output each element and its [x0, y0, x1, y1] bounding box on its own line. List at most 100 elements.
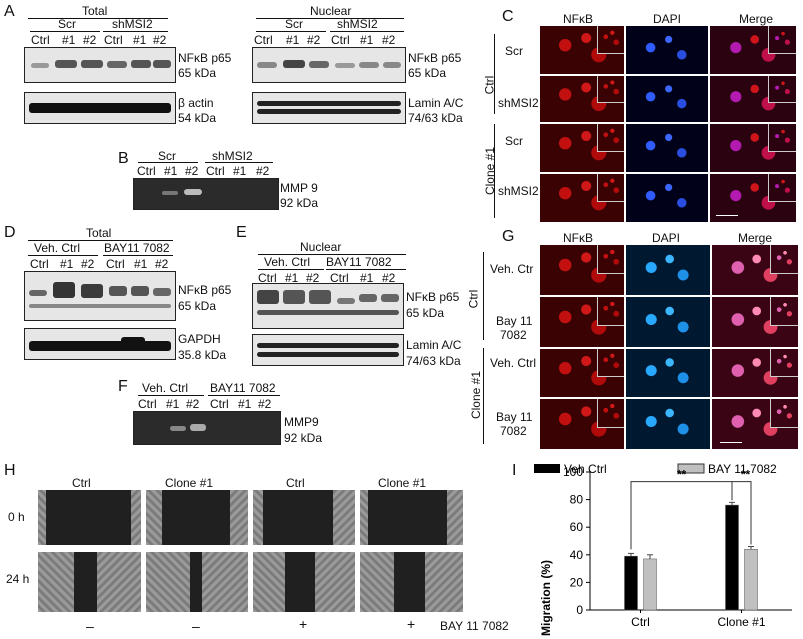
lane-1: #1 — [133, 33, 147, 47]
row-24h: 24 h — [6, 572, 30, 586]
lane-1: #1 — [286, 33, 300, 47]
header-scr: Scr — [58, 17, 76, 31]
micrograph — [626, 399, 710, 449]
lane-ctrl: Ctrl — [331, 33, 350, 47]
panel-label-i: I — [512, 462, 517, 479]
panel-label-h: H — [4, 462, 16, 479]
lane-2: #2 — [153, 33, 167, 47]
lane-ctrl: Ctrl — [30, 257, 49, 271]
col-dapi: DAPI — [653, 12, 682, 26]
row-group-ctrl: Ctrl — [482, 75, 497, 95]
lane-1: #1 — [60, 257, 74, 271]
bar — [744, 549, 758, 611]
legend-swatch-veh — [534, 464, 560, 473]
row-bay: Bay 11 — [496, 314, 533, 328]
micrograph — [626, 245, 710, 295]
x-tick-label: Ctrl — [631, 615, 650, 629]
y-axis-label: Migration (%) — [539, 560, 553, 636]
col-ctrl: Ctrl — [72, 476, 91, 490]
row-0h: 0 h — [8, 510, 25, 524]
blot-total-nfkb — [24, 47, 176, 83]
header-vehctrl: Veh. Ctrl — [142, 381, 189, 395]
header-nuclear: Nuclear — [300, 240, 342, 254]
header-bay: BAY11 7082 — [210, 381, 276, 395]
micrograph — [712, 399, 798, 449]
lane-1: #1 — [238, 397, 252, 411]
micrograph — [710, 26, 796, 74]
lane-1: #1 — [360, 33, 374, 47]
row-vehctr: Veh. Ctr — [490, 262, 534, 276]
blot-mmp9-b — [133, 178, 279, 210]
micrograph — [626, 26, 708, 74]
lane-2: #2 — [306, 271, 320, 285]
micrograph — [540, 245, 624, 295]
header-scr: Scr — [158, 149, 176, 163]
y-tick-label: 100 — [563, 465, 583, 479]
y-tick-label: 80 — [570, 493, 584, 507]
col-nfkb: NFκB — [563, 231, 593, 245]
row-shmsi2: shMSI2 — [498, 184, 539, 198]
lane-ctrl: Ctrl — [104, 33, 123, 47]
panel-label-c: C — [502, 8, 514, 25]
lane-ctrl: Ctrl — [137, 164, 156, 178]
scratch-image — [38, 552, 141, 612]
lane-2: #2 — [382, 33, 396, 47]
lane-ctrl: Ctrl — [206, 164, 225, 178]
label-bactin: β actin — [178, 96, 214, 110]
legend-swatch-bay — [677, 463, 705, 474]
col-dapi: DAPI — [652, 231, 681, 245]
scratch-image — [360, 552, 463, 612]
label-nfkb: NFκB p65 — [408, 51, 462, 65]
label-mmp9: MMP 9 — [280, 181, 318, 195]
scratch-image — [360, 490, 463, 545]
label-mmp9: MMP9 — [284, 415, 319, 429]
scratch-image — [146, 552, 248, 612]
lane-1: #1 — [233, 164, 247, 178]
y-tick-label: 20 — [570, 575, 584, 589]
lane-2: #2 — [256, 164, 270, 178]
label-kda: 54 kDa — [178, 111, 217, 125]
label-gapdh: GAPDH — [178, 332, 221, 346]
sig-label: ** — [741, 468, 751, 482]
lane-ctrl: Ctrl — [330, 271, 349, 285]
label-lamin: Lamin A/C — [408, 96, 464, 110]
row-scr: Scr — [505, 44, 523, 58]
header-shmsi2: shMSI2 — [337, 17, 378, 31]
header-bay: BAY11 7082 — [104, 241, 170, 255]
lane-2: #2 — [382, 271, 396, 285]
panel-label-d: D — [4, 224, 16, 241]
row-vehctrl: Veh. Ctrl — [490, 356, 537, 370]
row-shmsi2: shMSI2 — [498, 96, 539, 110]
micrograph — [540, 174, 624, 222]
header-total: Total — [86, 226, 112, 240]
lane-2: #2 — [185, 164, 199, 178]
bar — [624, 555, 638, 611]
blot-gapdh — [24, 328, 176, 360]
label-nfkb: NFκB p65 — [406, 290, 460, 304]
scratch-image — [253, 490, 355, 545]
lane-2: #2 — [307, 33, 321, 47]
panel-label-g: G — [502, 228, 515, 245]
legend-label-veh: Veh Ctrl — [564, 462, 607, 476]
label-kda: 65 kDa — [408, 66, 447, 80]
treat-minus: – — [86, 618, 94, 634]
label-kda: 92 kDa — [280, 196, 319, 210]
label-kda: 92 kDa — [284, 431, 323, 445]
lane-ctrl: Ctrl — [106, 257, 125, 271]
label-kda: 65 kDa — [178, 66, 217, 80]
x-tick-label: Clone #1 — [717, 615, 765, 629]
lane-1: #1 — [285, 271, 299, 285]
sig-bracket — [630, 481, 733, 550]
label-kda: 74/63 kDa — [406, 354, 461, 368]
bar — [725, 504, 739, 611]
lane-2: #2 — [186, 397, 200, 411]
col-nfkb: NFκB — [563, 12, 593, 26]
header-scr: Scr — [285, 17, 303, 31]
col-clone: Clone #1 — [165, 476, 214, 490]
lane-2: #2 — [83, 33, 97, 47]
col-ctrl: Ctrl — [286, 476, 305, 490]
treat-plus: + — [407, 616, 416, 632]
y-tick-label: 60 — [570, 520, 584, 534]
panel-label-f: F — [118, 378, 128, 395]
col-clone: Clone #1 — [378, 476, 427, 490]
